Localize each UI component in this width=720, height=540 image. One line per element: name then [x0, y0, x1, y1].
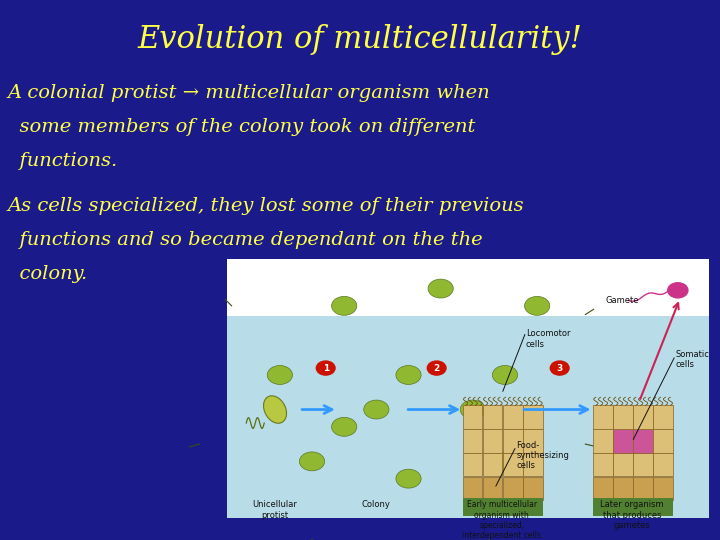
FancyBboxPatch shape — [654, 477, 672, 500]
Circle shape — [396, 366, 421, 384]
FancyBboxPatch shape — [483, 453, 503, 476]
FancyBboxPatch shape — [593, 429, 613, 453]
Circle shape — [492, 452, 518, 471]
Text: 1: 1 — [323, 363, 329, 373]
FancyBboxPatch shape — [634, 429, 653, 453]
Text: colony.: colony. — [7, 265, 87, 282]
FancyBboxPatch shape — [523, 477, 543, 500]
Circle shape — [332, 296, 357, 315]
Ellipse shape — [264, 396, 287, 423]
Text: A colonial protist → multicellular organism when: A colonial protist → multicellular organ… — [7, 84, 490, 102]
FancyBboxPatch shape — [654, 406, 672, 429]
Text: Food-
synthesizing
cells: Food- synthesizing cells — [516, 441, 569, 470]
FancyBboxPatch shape — [634, 406, 653, 429]
Text: As cells specialized, they lost some of their previous: As cells specialized, they lost some of … — [7, 197, 524, 214]
FancyBboxPatch shape — [523, 406, 543, 429]
Circle shape — [427, 361, 446, 375]
Text: Locomotor
cells: Locomotor cells — [526, 329, 570, 349]
FancyBboxPatch shape — [463, 429, 482, 453]
FancyBboxPatch shape — [654, 453, 672, 476]
Circle shape — [428, 279, 454, 298]
Text: Later organism
that produces
gametes: Later organism that produces gametes — [600, 500, 664, 530]
Circle shape — [267, 366, 292, 384]
FancyBboxPatch shape — [503, 477, 523, 500]
Text: 3: 3 — [557, 363, 563, 373]
FancyBboxPatch shape — [503, 453, 523, 476]
FancyBboxPatch shape — [463, 477, 482, 500]
FancyBboxPatch shape — [593, 406, 613, 429]
FancyBboxPatch shape — [634, 477, 653, 500]
FancyBboxPatch shape — [503, 429, 523, 453]
Text: Somatic
cells: Somatic cells — [675, 350, 709, 369]
Circle shape — [300, 452, 325, 471]
FancyBboxPatch shape — [483, 406, 503, 429]
FancyBboxPatch shape — [463, 498, 544, 516]
Text: some members of the colony took on different: some members of the colony took on diffe… — [7, 118, 476, 136]
FancyBboxPatch shape — [654, 429, 672, 453]
Text: Early multicellular
organism with
specialized,
interdependent cells: Early multicellular organism with specia… — [462, 500, 541, 540]
Text: functions and so became dependant on the the: functions and so became dependant on the… — [7, 231, 483, 248]
Circle shape — [364, 400, 389, 419]
FancyBboxPatch shape — [613, 406, 633, 429]
Circle shape — [332, 417, 357, 436]
FancyBboxPatch shape — [613, 429, 633, 453]
Circle shape — [316, 361, 335, 375]
FancyBboxPatch shape — [523, 453, 543, 476]
Circle shape — [667, 283, 688, 298]
FancyBboxPatch shape — [483, 429, 503, 453]
FancyBboxPatch shape — [593, 477, 613, 500]
Text: Unicellular
protist: Unicellular protist — [253, 500, 297, 519]
FancyBboxPatch shape — [227, 259, 709, 316]
Text: Colony: Colony — [362, 500, 391, 509]
Text: Evolution of multicellularity!: Evolution of multicellularity! — [138, 24, 582, 55]
FancyBboxPatch shape — [523, 429, 543, 453]
Circle shape — [460, 400, 485, 419]
Circle shape — [492, 366, 518, 384]
FancyBboxPatch shape — [503, 406, 523, 429]
Circle shape — [396, 469, 421, 488]
FancyBboxPatch shape — [227, 316, 709, 518]
Circle shape — [525, 296, 550, 315]
Circle shape — [550, 361, 569, 375]
FancyBboxPatch shape — [463, 406, 482, 429]
FancyBboxPatch shape — [593, 498, 673, 516]
FancyBboxPatch shape — [593, 453, 613, 476]
Text: Gamete: Gamete — [606, 296, 639, 305]
Text: functions.: functions. — [7, 152, 117, 170]
FancyBboxPatch shape — [634, 453, 653, 476]
FancyBboxPatch shape — [613, 477, 633, 500]
FancyBboxPatch shape — [613, 453, 633, 476]
FancyBboxPatch shape — [483, 477, 503, 500]
FancyBboxPatch shape — [463, 453, 482, 476]
Text: 2: 2 — [433, 363, 440, 373]
